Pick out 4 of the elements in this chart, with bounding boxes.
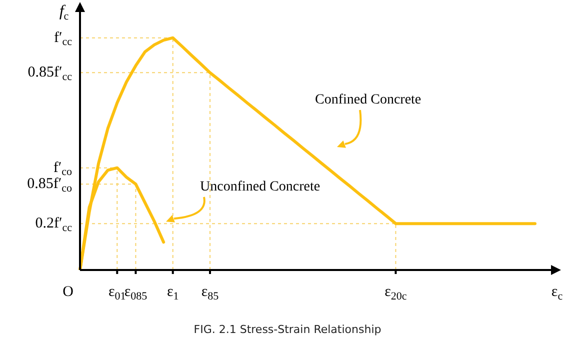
caption: FIG. 2.1 Stress-Strain Relationship bbox=[192, 323, 382, 336]
text: O bbox=[62, 284, 74, 300]
annotation: Confined Concrete bbox=[315, 92, 422, 108]
annotation: Unconfined Concrete bbox=[200, 180, 320, 195]
